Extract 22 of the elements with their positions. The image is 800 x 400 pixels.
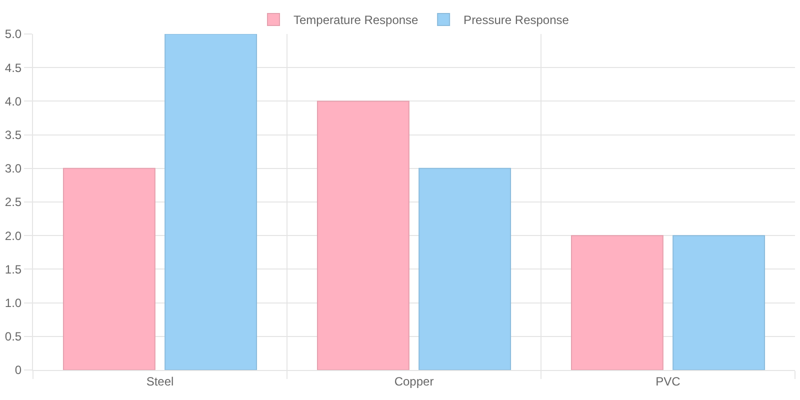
- y-tick-label: 2.0: [4, 228, 22, 243]
- y-tick-label: 0: [14, 363, 22, 378]
- legend-label: Pressure Response: [464, 13, 570, 28]
- x-tick-label: PVC: [656, 374, 681, 388]
- bar: [316, 100, 410, 370]
- legend-label: Temperature Response: [294, 13, 419, 28]
- y-tick-label: 4.5: [4, 60, 22, 75]
- bar: [672, 235, 766, 370]
- bar: [164, 34, 258, 370]
- bar: [570, 235, 664, 370]
- x-tick-label: Steel: [146, 374, 174, 388]
- y-tick-label: 4.0: [4, 94, 22, 108]
- y-tick-label: 3.5: [4, 128, 22, 142]
- y-tick-label: 2.5: [4, 195, 22, 210]
- x-tick-label: Copper: [394, 374, 434, 388]
- y-tick-label: 0.5: [4, 330, 22, 344]
- bar: [62, 168, 156, 370]
- y-tick-label: 1.0: [4, 296, 22, 310]
- y-tick-label: 5.0: [4, 27, 22, 42]
- bar: [418, 168, 512, 370]
- y-tick-label: 1.5: [4, 262, 22, 276]
- y-tick-label: 3.0: [4, 162, 22, 176]
